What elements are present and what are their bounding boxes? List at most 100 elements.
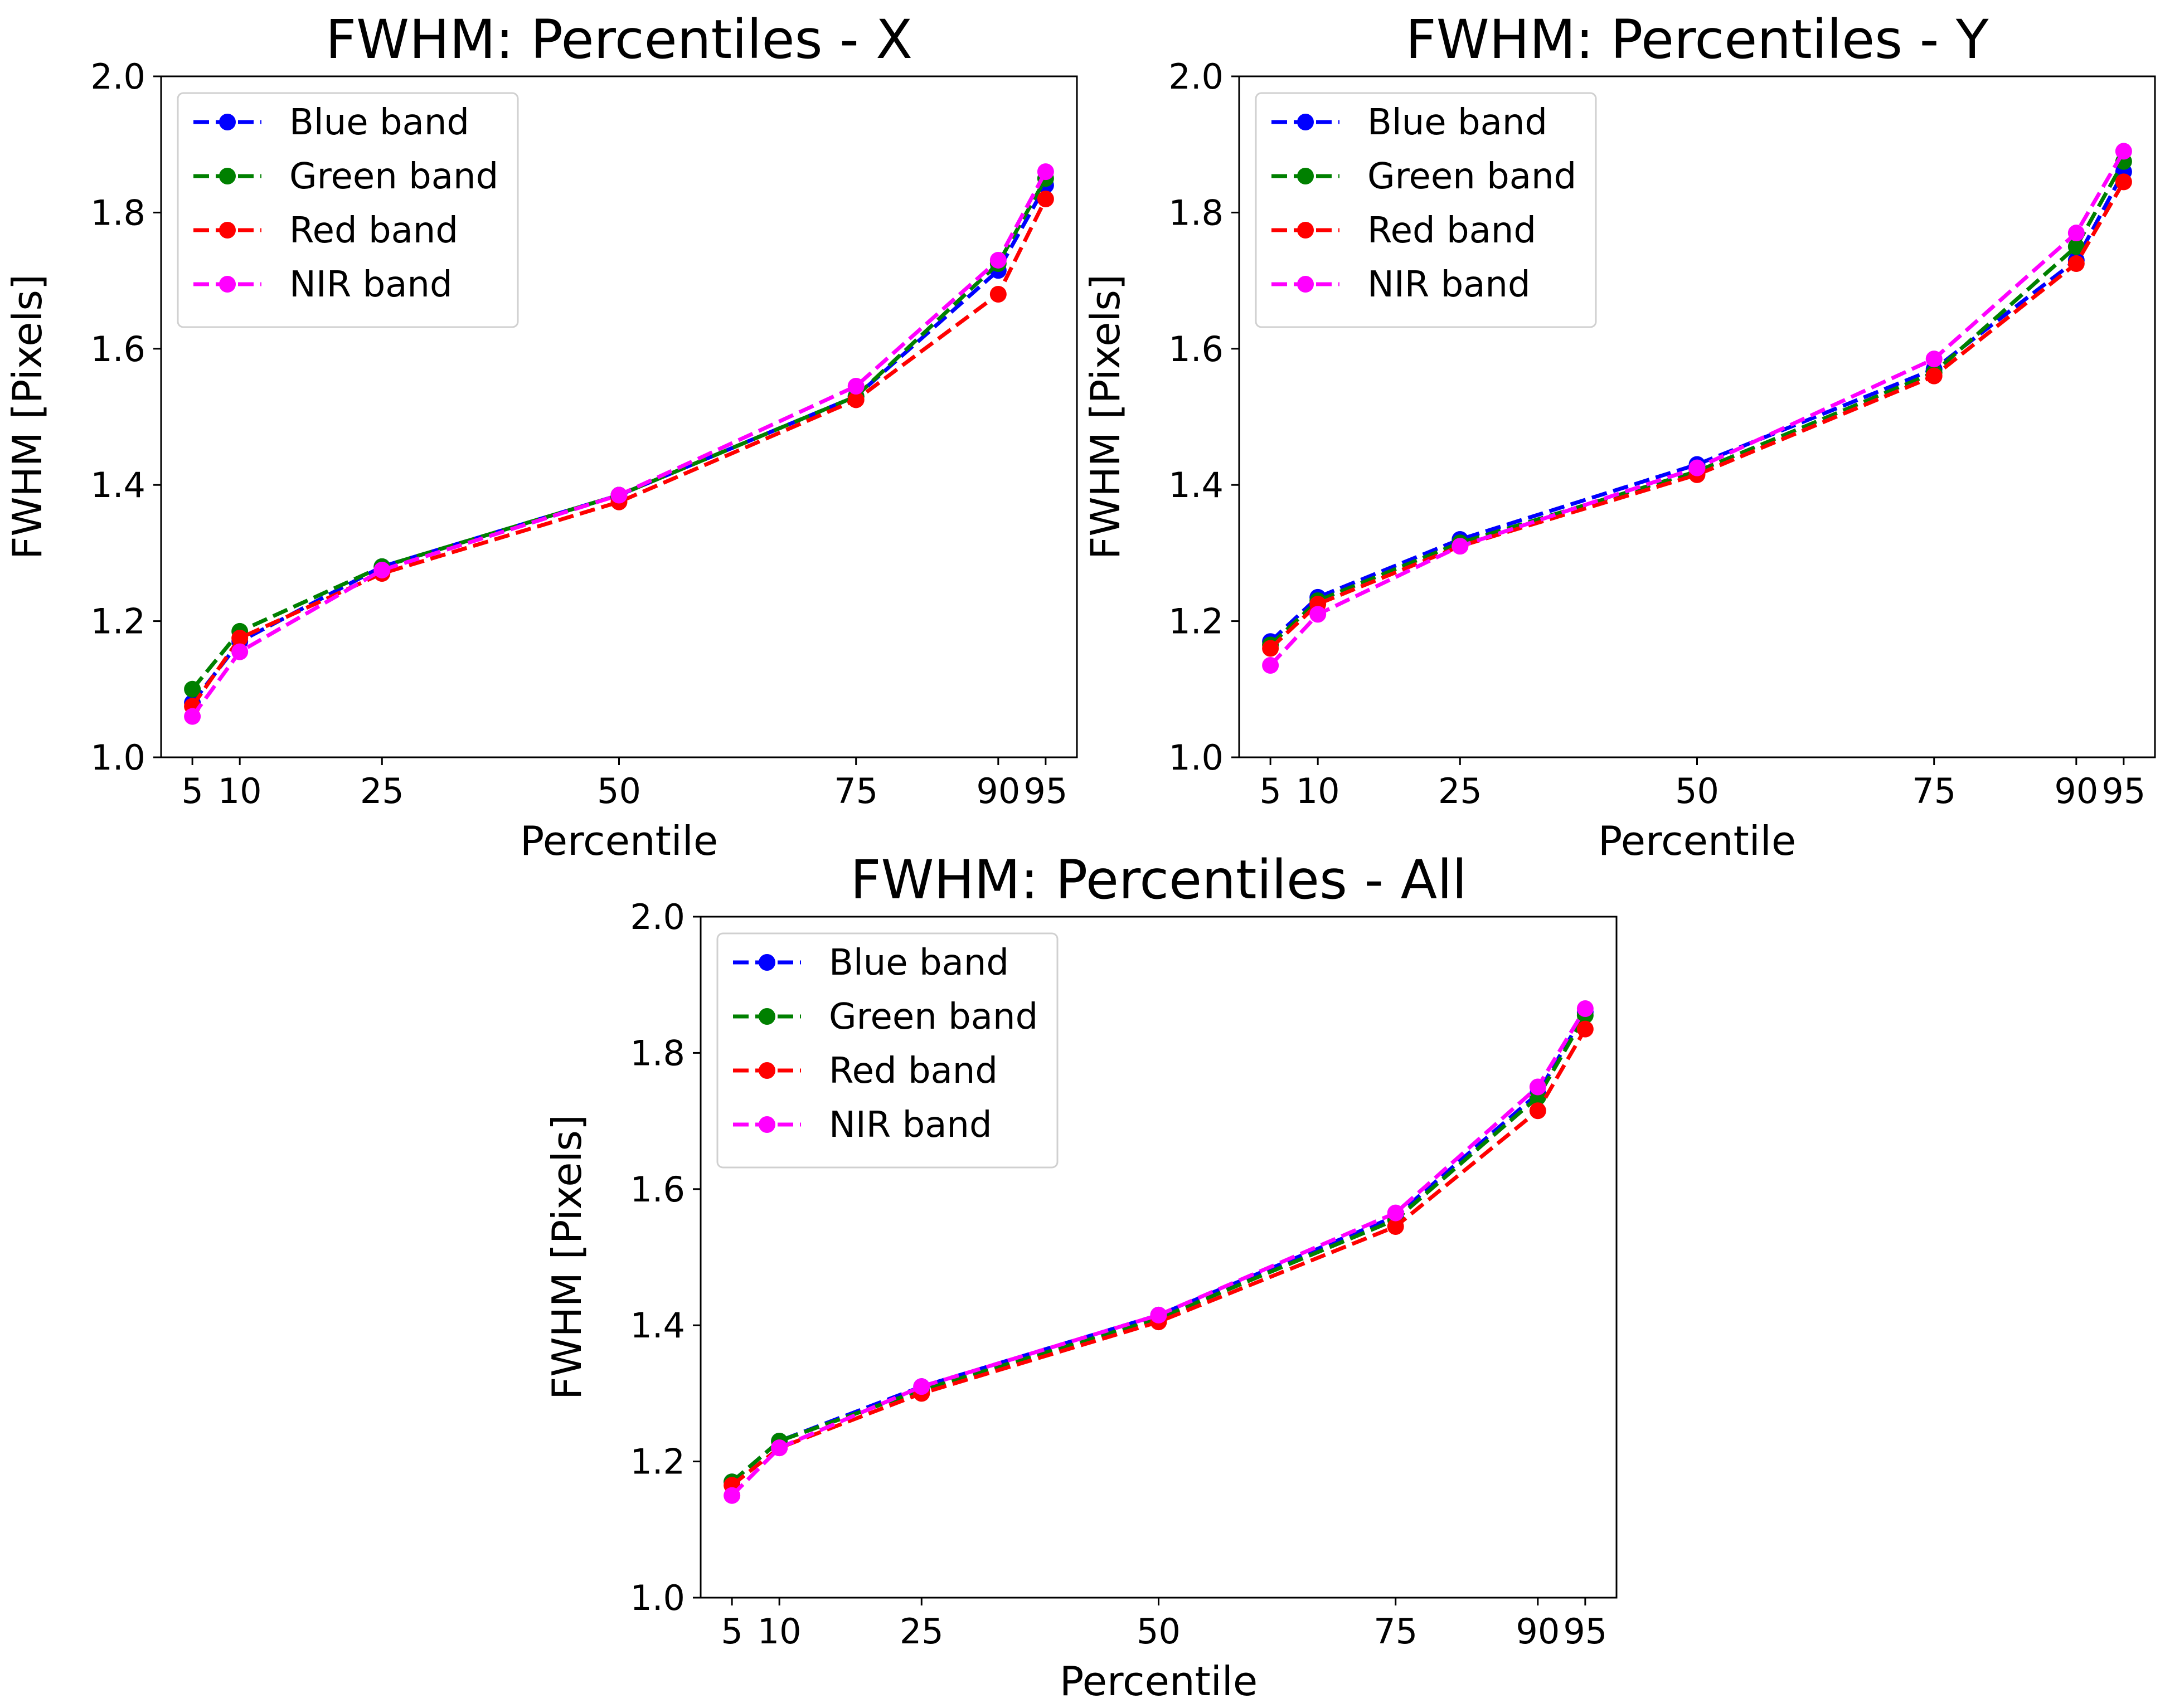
x-tick-label: 5 [721,1611,742,1652]
legend-entry-label: NIR band [289,264,453,305]
data-point [231,630,249,647]
chart-title: FWHM: Percentiles - Y [1406,8,1989,71]
data-point [1387,1218,1404,1235]
data-point [1037,190,1054,207]
legend-box [716,932,1059,1169]
legend-swatch-marker [1297,114,1314,130]
legend-swatch-marker [1297,276,1314,293]
x-tick-label: 95 [2101,771,2145,811]
data-point [724,1487,741,1504]
data-point [1387,1204,1404,1222]
data-point [847,378,865,395]
x-tick-label: 50 [597,771,641,811]
data-point [1037,163,1054,181]
y-tick-label: 1.0 [1168,737,1224,778]
data-point [2067,238,2085,255]
y-tick-label: 1.2 [90,601,145,642]
legend-entry-label: NIR band [829,1104,992,1146]
y-tick-label: 1.4 [630,1305,685,1346]
legend: Blue band Green band Red band NIR band [177,92,519,328]
chart-title: FWHM: Percentiles - X [326,8,912,71]
y-tick-label: 1.0 [630,1578,685,1618]
legend-swatch-marker [1297,168,1314,184]
legend-entry-label: Blue band [829,942,1009,984]
data-point [1925,367,1943,385]
legend-entry-label: Red band [829,1050,998,1092]
legend-swatch-marker [1297,222,1314,239]
x-tick-label: 10 [218,771,262,811]
x-tick-label: 25 [360,771,404,811]
x-tick-label: 50 [1137,1611,1181,1652]
legend-entry-label: Blue band [289,102,469,143]
legend-swatch-marker [219,222,236,239]
x-axis-label: Percentile [1060,1658,1258,1705]
data-point [231,643,249,660]
legend: Blue band Green band Red band NIR band [1255,92,1597,328]
data-point [1529,1078,1546,1096]
data-point [1262,657,1279,674]
data-point [1688,459,1706,476]
data-point [1576,1020,1594,1038]
y-tick-label: 1.2 [1168,601,1224,642]
y-tick-label: 1.6 [90,329,145,369]
data-point [989,251,1007,269]
y-axis-label: FWHM [Pixels] [543,1115,590,1400]
y-axis-label: FWHM [Pixels] [4,274,51,559]
y-tick-label: 1.4 [90,465,145,505]
y-tick-label: 2.0 [1168,56,1224,97]
x-tick-label: 95 [1563,1611,1607,1652]
legend-swatch-marker [219,114,236,130]
legend-entry-label: Green band [829,996,1038,1038]
data-point [1309,606,1327,623]
legend: Blue band Green band Red band NIR band [716,932,1059,1169]
x-tick-label: 25 [900,1611,944,1652]
data-point [2067,255,2085,272]
data-point [184,708,201,725]
legend-entry-label: NIR band [1367,264,1531,305]
legend-entry-label: Green band [1367,156,1576,197]
x-tick-label: 10 [758,1611,802,1652]
x-tick-label: 5 [1259,771,1281,811]
legend-box [177,92,519,328]
data-point [1262,640,1279,657]
x-tick-label: 75 [1373,1611,1418,1652]
data-point [610,486,628,504]
x-tick-label: 90 [976,771,1020,811]
x-tick-label: 95 [1023,771,1067,811]
data-point [1150,1306,1167,1323]
y-tick-label: 1.8 [90,192,145,233]
y-tick-label: 1.8 [630,1033,685,1073]
y-tick-label: 2.0 [630,897,685,937]
data-point [2115,143,2132,160]
legend-entry-label: Green band [289,156,498,197]
y-tick-label: 1.0 [90,737,145,778]
x-tick-label: 5 [181,771,203,811]
legend-box [1255,92,1597,328]
chart-title: FWHM: Percentiles - All [850,849,1467,911]
x-tick-label: 75 [1912,771,1956,811]
data-point [847,391,865,408]
legend-entry-label: Blue band [1367,102,1547,143]
chart-panel-3: FWHM: Percentiles - All 1.0 1.2 1.4 1.6 1.8 2.… [543,849,1618,1705]
data-point [184,680,201,698]
data-point [1576,1000,1594,1017]
legend-swatch-marker [759,954,775,971]
data-point [1925,351,1943,368]
x-axis-label: Percentile [1598,817,1796,864]
data-point [771,1439,788,1457]
legend-swatch-marker [219,276,236,293]
x-tick-label: 50 [1675,771,1719,811]
data-point [2067,225,2085,242]
y-tick-label: 1.8 [1168,192,1224,233]
data-point [373,561,391,578]
y-tick-label: 2.0 [90,56,145,97]
data-point [1452,538,1469,555]
x-axis-label: Percentile [520,817,718,864]
data-point [2115,173,2132,191]
legend-swatch-marker [759,1062,775,1079]
legend-swatch-marker [759,1008,775,1025]
legend-entry-label: Red band [1367,210,1536,251]
y-tick-label: 1.6 [630,1169,685,1210]
y-tick-label: 1.6 [1168,329,1224,369]
y-tick-label: 1.4 [1168,465,1224,505]
